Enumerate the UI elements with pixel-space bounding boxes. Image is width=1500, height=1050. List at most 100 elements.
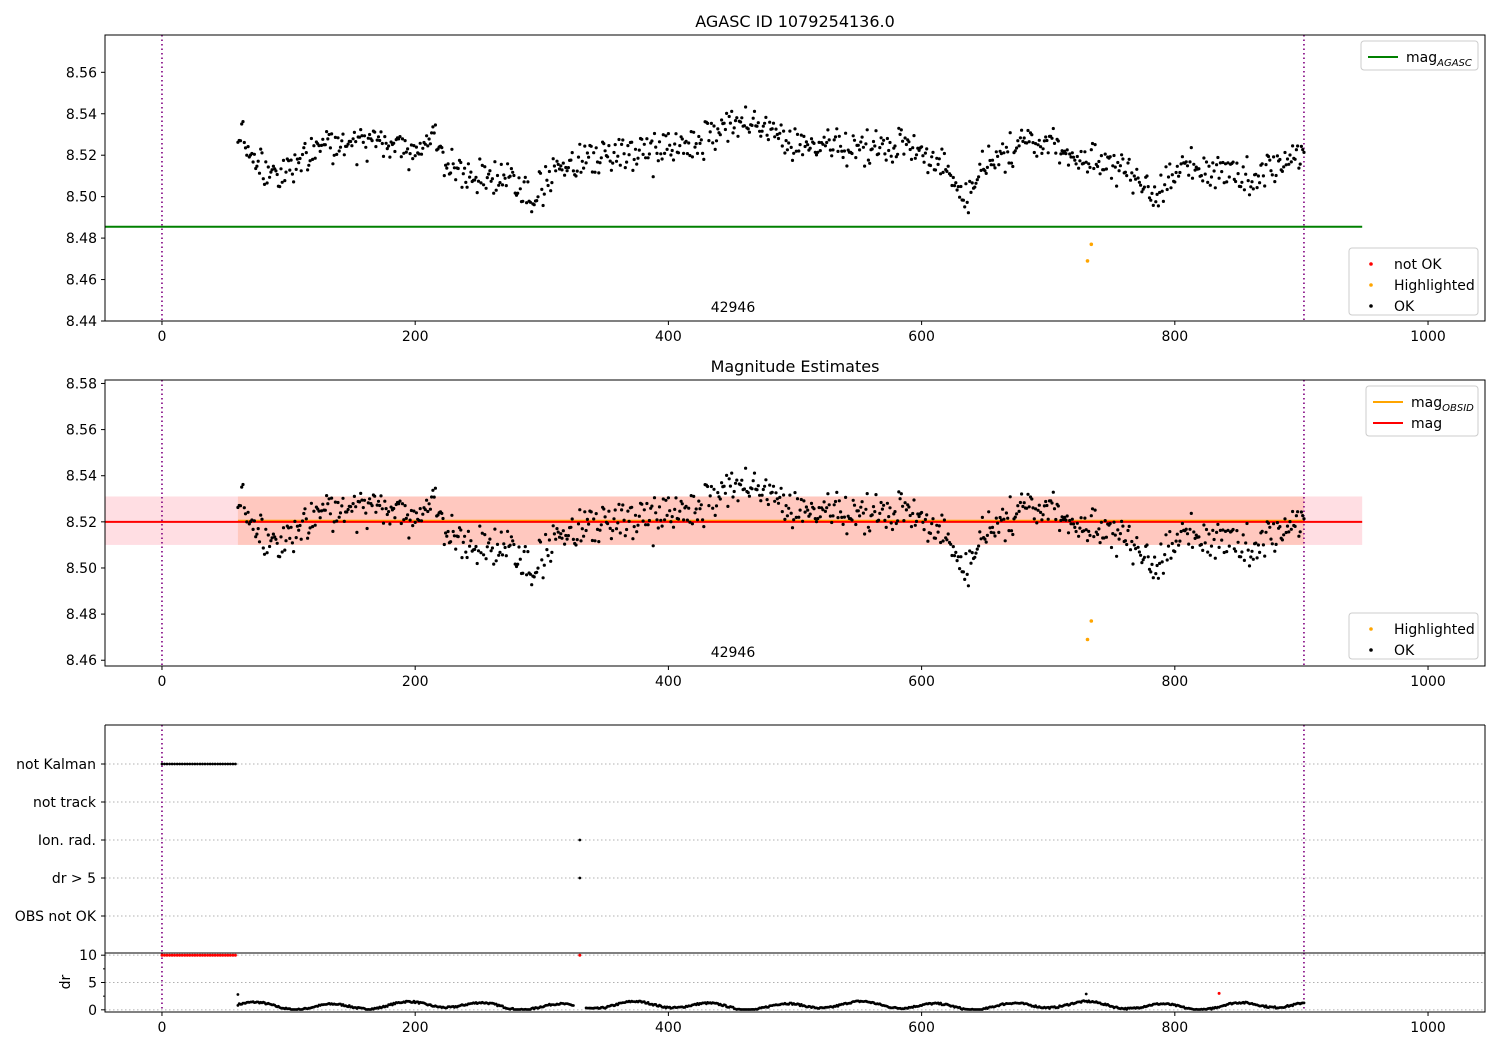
x-tick-label: 800 xyxy=(1161,329,1188,345)
ok-point xyxy=(476,179,481,183)
ok-point xyxy=(1136,545,1140,549)
ok-point xyxy=(423,142,427,146)
ok-point xyxy=(561,529,565,533)
ok-point xyxy=(690,155,695,159)
ok-point xyxy=(818,149,822,153)
ok-point xyxy=(983,169,987,173)
obsid-annotation: 42946 xyxy=(711,300,756,316)
ok-point xyxy=(1020,128,1024,132)
ok-point xyxy=(250,151,254,156)
flag-point xyxy=(203,762,207,766)
ok-point xyxy=(1209,544,1214,548)
ok-point xyxy=(660,524,664,528)
ok-point xyxy=(1069,522,1073,526)
ok-point xyxy=(922,528,926,532)
ok-point xyxy=(1166,544,1171,548)
ok-point xyxy=(402,151,406,155)
ok-point xyxy=(1111,164,1115,168)
ok-point xyxy=(954,181,958,185)
ok-point xyxy=(362,134,367,138)
ok-point xyxy=(625,160,629,164)
ok-point xyxy=(842,515,847,519)
ok-point xyxy=(887,148,891,153)
ok-point xyxy=(594,146,598,150)
ok-point xyxy=(1002,151,1006,155)
ok-point xyxy=(965,200,969,204)
ok-point xyxy=(1266,154,1271,159)
ok-point xyxy=(776,136,781,141)
ok-point xyxy=(990,158,995,162)
ok-point xyxy=(656,159,660,163)
ok-point xyxy=(611,161,615,165)
ok-point xyxy=(530,583,534,587)
ok-point xyxy=(776,501,781,505)
ok-point xyxy=(1007,529,1011,533)
ok-point xyxy=(1207,532,1211,536)
ok-point xyxy=(860,500,864,504)
ok-point xyxy=(671,158,676,162)
ok-point xyxy=(380,141,384,146)
ok-point xyxy=(1025,506,1029,510)
ok-point xyxy=(1060,515,1064,519)
ok-point xyxy=(298,156,302,161)
ok-point xyxy=(1096,164,1100,169)
ok-point xyxy=(1077,166,1081,170)
ok-point xyxy=(521,571,525,575)
ok-point xyxy=(544,165,548,169)
ok-point xyxy=(864,507,868,511)
ok-point xyxy=(541,203,545,208)
ok-point xyxy=(925,513,929,517)
ok-point xyxy=(1099,154,1103,158)
ok-point xyxy=(1179,162,1183,166)
ok-point xyxy=(760,129,764,133)
ok-point xyxy=(877,518,881,522)
ok-point xyxy=(887,515,891,519)
ok-point xyxy=(896,152,900,156)
ok-point xyxy=(338,145,343,149)
ok-point xyxy=(1030,133,1034,137)
ok-point xyxy=(584,528,588,533)
ok-point xyxy=(1289,527,1293,531)
ok-point xyxy=(973,185,977,189)
ok-point xyxy=(555,159,559,163)
ok-point xyxy=(1270,542,1274,546)
ok-point xyxy=(723,127,728,132)
ok-point xyxy=(289,158,293,162)
ok-point xyxy=(384,507,388,511)
ok-point xyxy=(1149,570,1153,574)
ok-point xyxy=(842,149,847,153)
ok-point xyxy=(402,518,406,522)
ok-point xyxy=(1170,541,1174,546)
ok-point xyxy=(795,132,800,136)
ok-point xyxy=(974,551,978,555)
ok-point xyxy=(637,148,641,152)
ok-point xyxy=(669,153,673,157)
axes-frame xyxy=(104,379,1486,667)
ok-point xyxy=(512,542,516,547)
ok-point xyxy=(795,497,800,501)
ok-point xyxy=(287,526,291,530)
ok-point xyxy=(1235,529,1239,533)
ok-point xyxy=(245,520,249,524)
ok-point xyxy=(1040,518,1044,522)
ok-point xyxy=(695,518,700,522)
ok-point xyxy=(706,484,710,489)
ok-point xyxy=(1007,161,1011,165)
ok-point xyxy=(1102,536,1106,540)
ok-point xyxy=(260,517,264,521)
ok-point xyxy=(354,140,358,144)
ok-point xyxy=(281,526,286,530)
ok-point xyxy=(1178,539,1182,543)
capped-point xyxy=(183,953,187,957)
capped-point xyxy=(578,953,582,957)
ok-point xyxy=(903,136,907,140)
ok-point xyxy=(475,561,479,566)
legend-label: OK xyxy=(1394,299,1415,315)
flag-point xyxy=(183,762,187,766)
ok-point xyxy=(1291,509,1295,514)
x-tick-label: 0 xyxy=(158,329,167,345)
ok-point xyxy=(1231,160,1235,164)
ok-point xyxy=(989,530,993,535)
ok-point xyxy=(326,137,330,141)
